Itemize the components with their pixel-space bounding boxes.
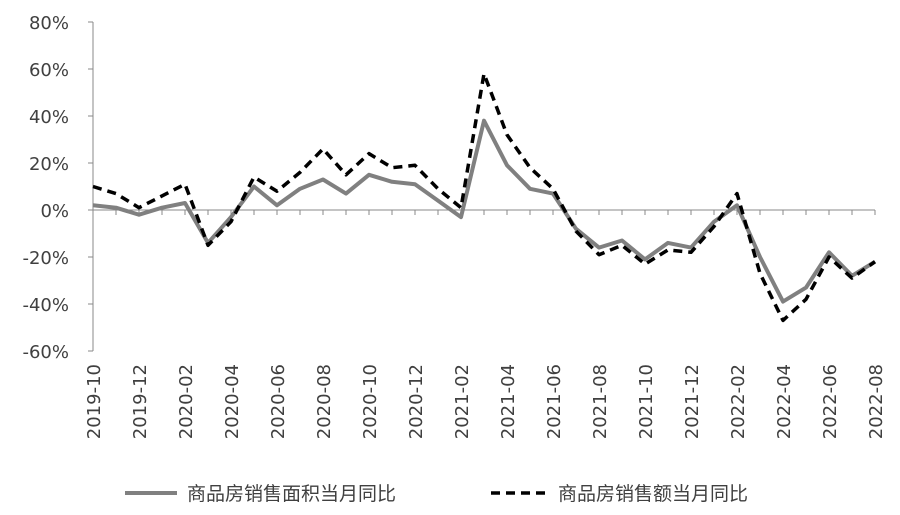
x-tick-label: 2019-10 [84, 364, 105, 439]
x-tick-label: 2020-06 [268, 364, 289, 439]
legend-label-sales-amount: 商品房销售额当月同比 [558, 483, 748, 505]
x-tick-label: 2021-04 [498, 364, 519, 439]
axes [88, 21, 876, 352]
y-tick-label: 60% [29, 60, 69, 81]
y-tick-label: 80% [29, 13, 69, 34]
y-tick-label: -40% [22, 295, 69, 316]
x-tick-label: 2022-08 [866, 364, 887, 439]
y-axis-tick-labels: 80% 60% 40% 20% 0% -20% -40% -60% [22, 13, 69, 363]
x-tick-label: 2021-02 [452, 364, 473, 439]
legend-label-sales-area: 商品房销售面积当月同比 [187, 483, 396, 505]
x-tick-label: 2021-06 [544, 364, 565, 439]
series-lines [92, 71, 877, 323]
x-tick-label: 2019-12 [130, 364, 151, 439]
x-tick-label: 2021-10 [636, 364, 657, 439]
x-tick-label: 2020-08 [314, 364, 335, 439]
legend: 商品房销售面积当月同比 商品房销售额当月同比 [125, 483, 748, 505]
x-tick-label: 2022-02 [728, 364, 749, 439]
y-tick-label: -60% [22, 342, 69, 363]
y-tick-label: -20% [22, 248, 69, 269]
x-tick-label: 2022-04 [774, 364, 795, 439]
y-tick-label: 20% [29, 154, 69, 175]
x-tick-label: 2020-02 [176, 364, 197, 439]
y-tick-label: 40% [29, 107, 69, 128]
y-tick-label: 0% [40, 201, 69, 222]
x-tick-label: 2020-04 [222, 364, 243, 439]
x-axis-tick-labels: 2019-10 2019-12 2020-02 2020-04 2020-06 2020-… [84, 364, 887, 439]
x-tick-label: 2021-08 [590, 364, 611, 439]
x-tick-label: 2020-12 [406, 364, 427, 439]
series-line-sales-amount [92, 71, 877, 323]
x-tick-label: 2020-10 [360, 364, 381, 439]
x-tick-label: 2021-12 [682, 364, 703, 439]
x-tick-label: 2022-06 [820, 364, 841, 439]
